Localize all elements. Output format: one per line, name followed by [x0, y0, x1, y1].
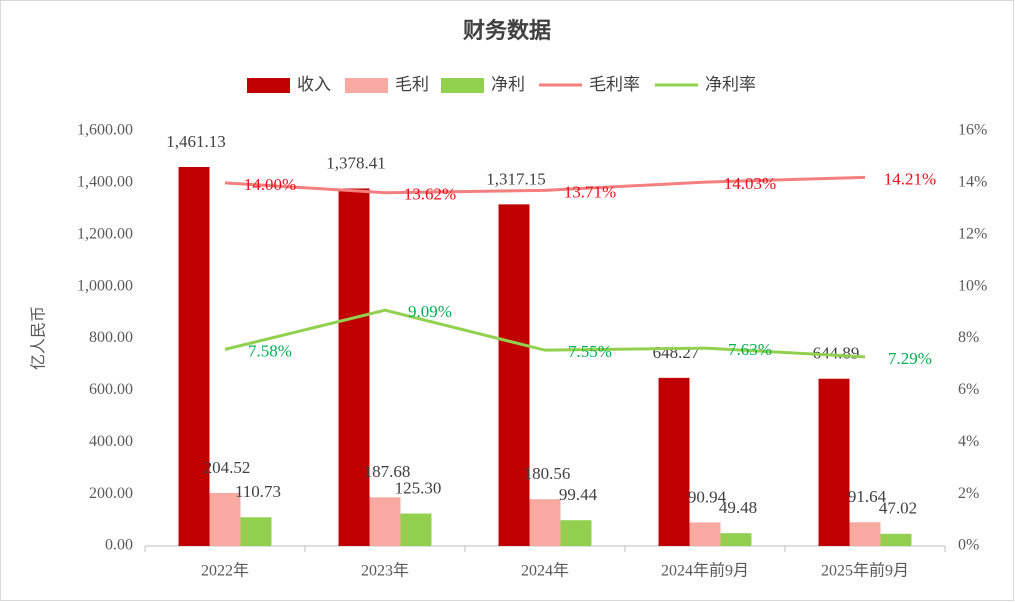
x-tick-label: 2024年 — [521, 562, 569, 580]
x-tick-label: 2025年前9月 — [821, 562, 909, 580]
line-value-label: 9.09% — [408, 302, 452, 321]
y-tick-label: 800.00 — [89, 329, 133, 346]
bar — [209, 492, 241, 546]
legend-swatch — [441, 78, 484, 93]
chart-title: 财务数据 — [463, 18, 551, 43]
y2-tick-label: 8% — [958, 329, 979, 346]
legend-label: 毛利率 — [589, 75, 640, 94]
bar-value-label: 1,378.41 — [326, 153, 386, 172]
bar — [400, 513, 432, 546]
line-value-label: 7.29% — [888, 349, 932, 368]
bar — [720, 533, 752, 546]
y2-tick-label: 2% — [958, 485, 979, 502]
bar — [529, 499, 561, 546]
y-tick-label: 1,400.00 — [77, 174, 133, 191]
y2-tick-label: 0% — [958, 537, 979, 554]
bar — [689, 522, 721, 546]
line-value-label: 14.00% — [244, 175, 296, 194]
legend-label: 毛利 — [395, 75, 429, 94]
bar — [880, 533, 912, 546]
y2-tick-label: 4% — [958, 433, 979, 450]
y-tick-label: 1,200.00 — [77, 225, 133, 242]
bar — [498, 204, 530, 547]
y-tick-label: 400.00 — [89, 433, 133, 450]
bar — [818, 378, 850, 546]
y-axis-label: 亿人民币 — [30, 306, 48, 370]
bar-value-label: 125.30 — [395, 478, 442, 497]
legend-label: 净利率 — [705, 75, 756, 94]
legend-label: 收入 — [297, 75, 331, 94]
line-value-label: 13.62% — [404, 185, 456, 204]
bar-value-label: 180.56 — [524, 464, 571, 483]
bar-value-label: 204.52 — [204, 458, 251, 477]
bar-value-label: 110.73 — [235, 482, 281, 501]
bar — [338, 188, 370, 546]
y-tick-label: 200.00 — [89, 485, 133, 502]
y2-tick-label: 14% — [958, 174, 987, 191]
bar-value-label: 1,317.15 — [486, 169, 546, 188]
bar-value-label: 1,461.13 — [166, 132, 226, 151]
y-tick-label: 1,600.00 — [77, 122, 133, 139]
y2-tick-label: 10% — [958, 277, 987, 294]
bar-value-label: 91.64 — [848, 487, 887, 506]
bar-value-label: 90.94 — [688, 487, 727, 506]
y-tick-label: 0.00 — [105, 537, 133, 554]
bar — [849, 522, 881, 546]
legend-swatch — [345, 78, 388, 93]
y2-tick-label: 6% — [958, 381, 979, 398]
bar — [369, 497, 401, 546]
bar — [560, 520, 592, 546]
line-value-label: 14.03% — [724, 174, 776, 193]
line-value-label: 7.63% — [728, 340, 772, 359]
line-series — [224, 308, 866, 359]
line-value-label: 7.58% — [248, 341, 292, 360]
legend-label: 净利 — [491, 75, 525, 94]
line-value-label: 13.71% — [564, 182, 616, 201]
line-value-label: 14.21% — [884, 169, 936, 188]
bar-value-label: 99.44 — [559, 485, 598, 504]
x-tick-label: 2024年前9月 — [661, 562, 749, 580]
line-series — [224, 175, 866, 195]
x-tick-label: 2022年 — [201, 562, 249, 580]
x-tick-label: 2023年 — [361, 562, 409, 580]
bar-value-label: 49.48 — [719, 498, 757, 517]
bar-value-label: 644.89 — [813, 344, 860, 363]
bar-value-label: 187.68 — [364, 462, 411, 481]
y2-tick-label: 12% — [958, 225, 987, 242]
y2-tick-label: 16% — [958, 122, 987, 139]
bar — [658, 377, 690, 546]
y-tick-label: 600.00 — [89, 381, 133, 398]
y-tick-label: 1,000.00 — [77, 277, 133, 294]
line-value-label: 7.55% — [568, 342, 612, 361]
bar — [240, 517, 272, 546]
bar-value-label: 648.27 — [653, 343, 700, 362]
bar-value-label: 47.02 — [879, 499, 917, 518]
legend-swatch — [247, 78, 290, 93]
bar — [178, 167, 210, 546]
